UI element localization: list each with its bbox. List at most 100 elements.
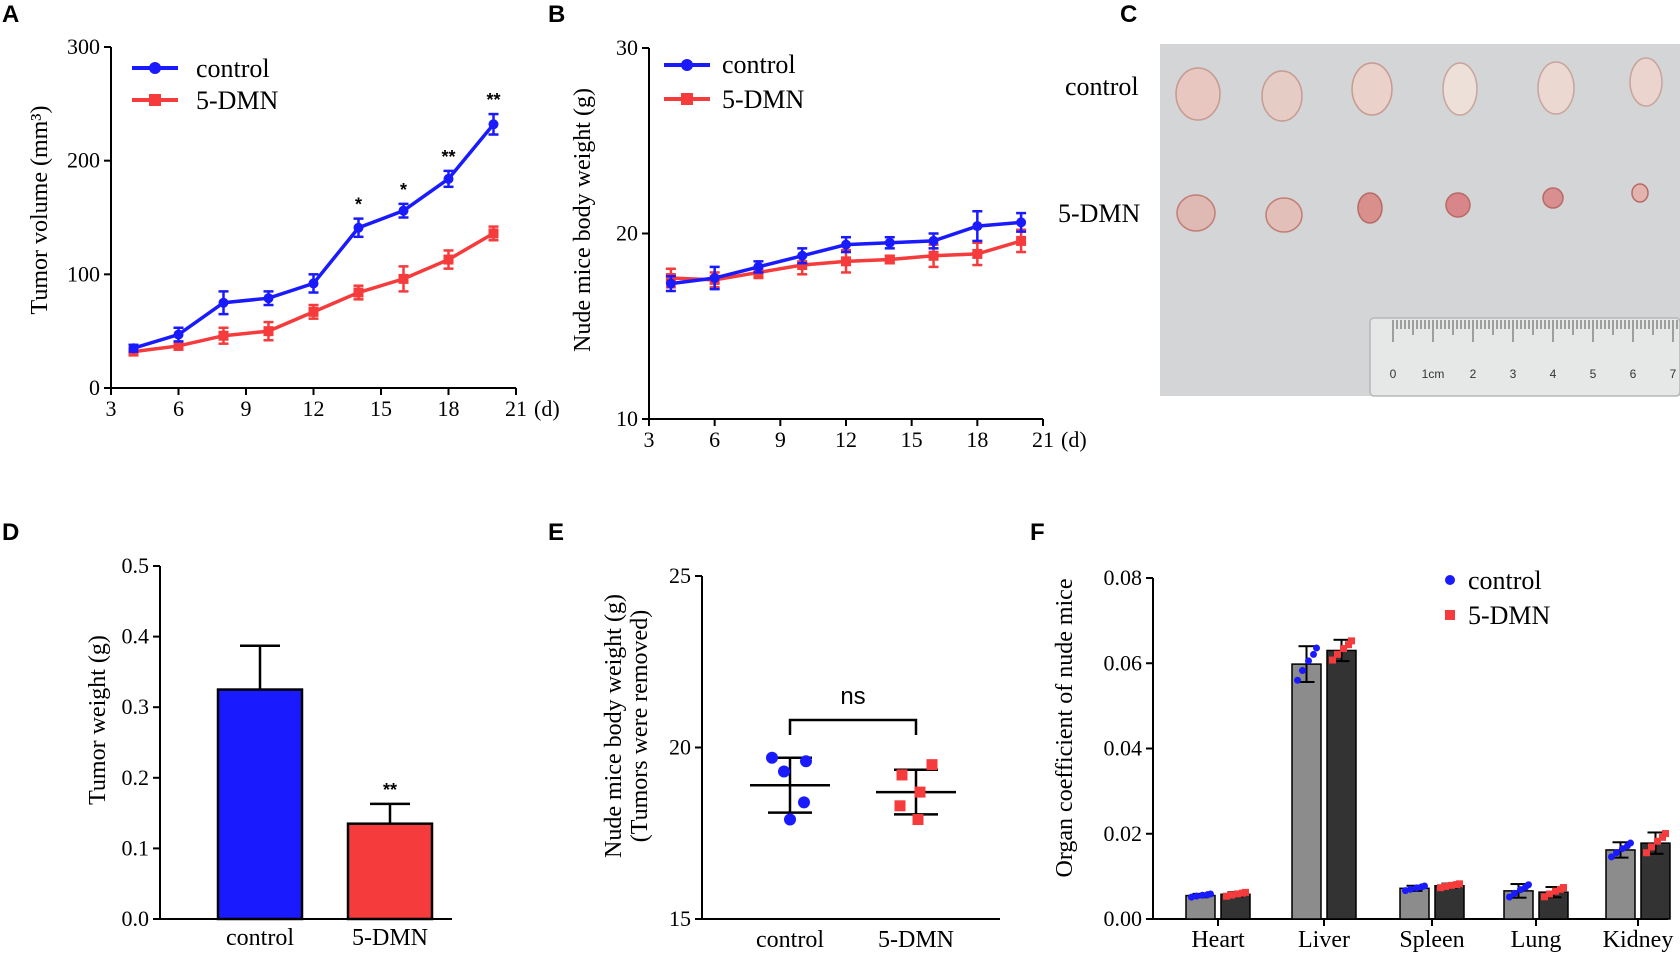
y-tick-label: 20 [616,221,638,246]
data-point [841,239,851,250]
data-point [1334,650,1341,658]
ruler: 0 1cm 2 3 4 5 6 7 [1369,317,1680,397]
data-point [398,273,409,284]
data-point [1305,657,1312,665]
panel-a: A Tumor volume (mm³) 3 6 9 12 15 18 21 (d) 0 100 2… [2,1,560,421]
significance-mark: * [355,195,362,215]
x-tick-label: Spleen [1399,927,1464,953]
comparison-bracket [788,718,918,735]
tumor-specimen [1261,70,1303,122]
tumor-specimen [1357,192,1383,224]
legend-control-text: control [722,50,796,79]
x-tick-label: 9 [775,427,786,452]
x-tick-label: 12 [835,427,857,452]
data-point [128,343,139,354]
bar-Spleen-5-DMN [1434,885,1465,920]
data-point [1340,645,1347,653]
data-point [1511,889,1518,897]
data-point [884,237,895,248]
data-point [1407,885,1414,893]
panel-e: E Nude mice body weight (g) (Tumors were… [548,519,1000,953]
panel-d: D Tumor weight (g) 0.0 0.1 0.2 0.3 0.4 0.5 con… [2,519,452,951]
comparison-label: ns [840,683,865,710]
data-point [894,800,906,812]
data-point [1223,892,1230,900]
tumor-specimen [1351,62,1393,116]
ruler-number: 1cm [1422,367,1445,381]
bar-Liver-5-DMN [1326,649,1357,920]
tumor-specimen [1629,57,1663,107]
panel-f-plot: 0.00 0.02 0.04 0.06 0.08 Heart Liver Spleen Lung… [1104,565,1674,953]
data-point [488,228,499,239]
data-point [443,173,454,184]
bar-Kidney-control [1605,849,1636,920]
data-point [800,755,812,768]
tumor-specimen [1442,62,1478,116]
data-point [896,769,908,781]
ruler-number: 2 [1470,367,1477,381]
data-point [1560,884,1567,892]
data-point [1648,843,1655,851]
panel-b-legend: control 5-DMN [664,50,805,114]
x-tick-label: 5-DMN [878,927,954,953]
x-tick-label: control [756,927,824,953]
bar-control [216,688,304,921]
data-point [1506,893,1513,901]
y-tick-label: 10 [616,406,638,431]
x-tick-label: control [226,925,294,951]
tumor-specimen [1175,67,1221,121]
data-point [1643,849,1650,857]
photo-row-label-5dmn: 5-DMN [1058,199,1141,228]
legend-5dmn-marker [1445,610,1455,620]
x-tick-label: 6 [173,396,184,421]
significance-mark: * [400,180,407,200]
data-point [488,119,499,130]
panel-f-ylabel: Organ coefficient of nude mice [1052,579,1078,878]
data-point [1313,644,1320,652]
panel-a-legend: control 5-DMN [132,54,279,115]
data-point [784,813,796,826]
tumor-row-control [1175,57,1663,122]
data-point [1299,667,1306,675]
x-tick-label: 21 [505,396,527,421]
data-point [263,293,274,304]
x-tick-label: 21 [1032,427,1054,452]
x-tick-label: Lung [1511,927,1562,953]
x-tick-label: 18 [966,427,988,452]
y-tick-label: 200 [67,148,100,173]
bar-Liver-control [1291,663,1322,920]
data-point [1242,888,1249,896]
data-point [928,250,939,261]
data-point [398,205,409,216]
x-tick-label: 3 [644,427,655,452]
panel-e-plot: 15 20 25 control 5-DMN ns [669,563,1000,953]
panel-e-ylabel-2: (Tumors were removed) [627,610,653,842]
panel-d-label: D [2,519,19,546]
x-tick-label: 9 [241,396,252,421]
panel-b-ylabel: Nude mice body weight (g) [570,88,596,352]
data-point [1421,882,1428,890]
data-point [1525,881,1532,889]
x-tick-label: 18 [438,396,460,421]
data-point [1552,887,1559,895]
y-tick-label: 0.02 [1104,821,1143,846]
significance-mark: ** [441,147,455,167]
data-point [1207,890,1214,898]
y-tick-label: 20 [669,735,691,760]
bar-5-DMN [346,822,434,921]
data-point [1659,833,1666,841]
data-point [1016,217,1027,228]
photo-row-label-control: control [1065,72,1139,101]
y-tick-label: 0.1 [122,835,150,860]
tumor-specimen [1265,197,1303,233]
y-tick-label: 0.2 [122,765,150,790]
data-point [1329,656,1336,664]
significance-mark: ** [383,780,397,800]
y-tick-label: 15 [669,906,691,931]
panel-b: B Nude mice body weight (g) 3 6 9 12 15 18 21 (… [548,1,1087,452]
x-tick-label: 15 [901,427,923,452]
y-tick-label: 300 [67,34,100,59]
ruler-number: 7 [1670,367,1677,381]
y-tick-label: 0.06 [1104,650,1143,675]
